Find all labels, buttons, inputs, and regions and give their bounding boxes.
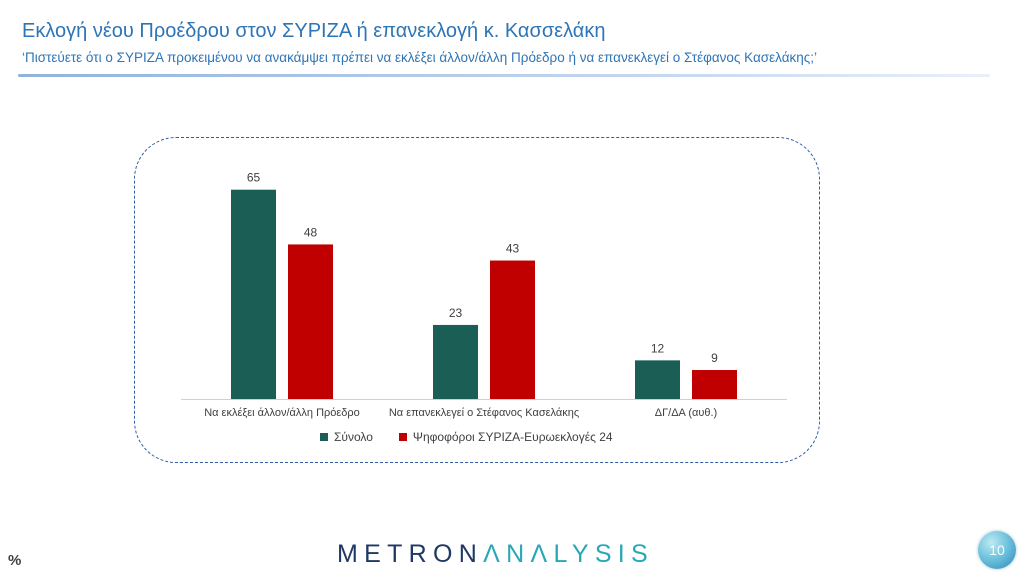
bar-1-series-1	[490, 260, 535, 399]
legend-swatch-total	[320, 433, 328, 441]
page-number: 10	[989, 542, 1005, 558]
page-title: Εκλογή νέου Προέδρου στον ΣΥΡΙΖΑ ή επανε…	[22, 20, 606, 42]
data-label-2-series-0: 12	[651, 341, 665, 355]
category-label-2: ΔΓ/ΔΑ (αυθ.)	[655, 407, 717, 419]
category-label-1: Να επανεκλεγεί ο Στέφανος Κασελάκης	[389, 407, 579, 419]
brand-logo-part1: METRON	[337, 540, 484, 568]
legend-swatch-syriza	[398, 433, 407, 441]
bar-0-series-0	[231, 189, 276, 399]
unit-label: %	[8, 552, 22, 569]
data-label-1-series-1: 43	[506, 242, 520, 256]
legend-item-total: Σύνολο	[320, 430, 373, 444]
legend-label-total: Σύνολο	[334, 430, 373, 444]
data-label-0-series-0: 65	[247, 171, 261, 185]
bar-1-series-0	[433, 324, 478, 399]
bar-0-series-1	[288, 244, 333, 399]
page-subtitle: ‘Πιστεύετε ότι ο ΣΥΡΙΖΑ προκειμένου να α…	[22, 50, 818, 65]
legend-label-syriza: Ψηφοφόροι ΣΥΡΙΖΑ-Ευρωεκλογές 24	[412, 430, 613, 444]
data-label-1-series-0: 23	[449, 306, 463, 320]
chart-legend: Σύνολο Ψηφοφόροι ΣΥΡΙΖΑ-Ευρωεκλογές 24	[320, 430, 613, 444]
data-label-2-series-1: 9	[711, 351, 718, 365]
data-label-0-series-1: 48	[304, 225, 318, 239]
legend-item-syriza: Ψηφοφόροι ΣΥΡΙΖΑ-Ευρωεκλογές 24	[398, 430, 613, 444]
bar-2-series-1	[692, 370, 737, 399]
brand-logo: METRONΛNΛLYSIS	[337, 540, 654, 569]
header-divider	[18, 74, 990, 77]
brand-logo-part2: ΛNΛLYSIS	[483, 540, 655, 568]
page-number-badge: 10	[978, 531, 1016, 569]
chart-frame	[134, 137, 820, 463]
category-label-0: Να εκλέξει άλλον/άλλη Πρόεδρο	[204, 407, 360, 419]
bar-2-series-0	[635, 360, 680, 399]
